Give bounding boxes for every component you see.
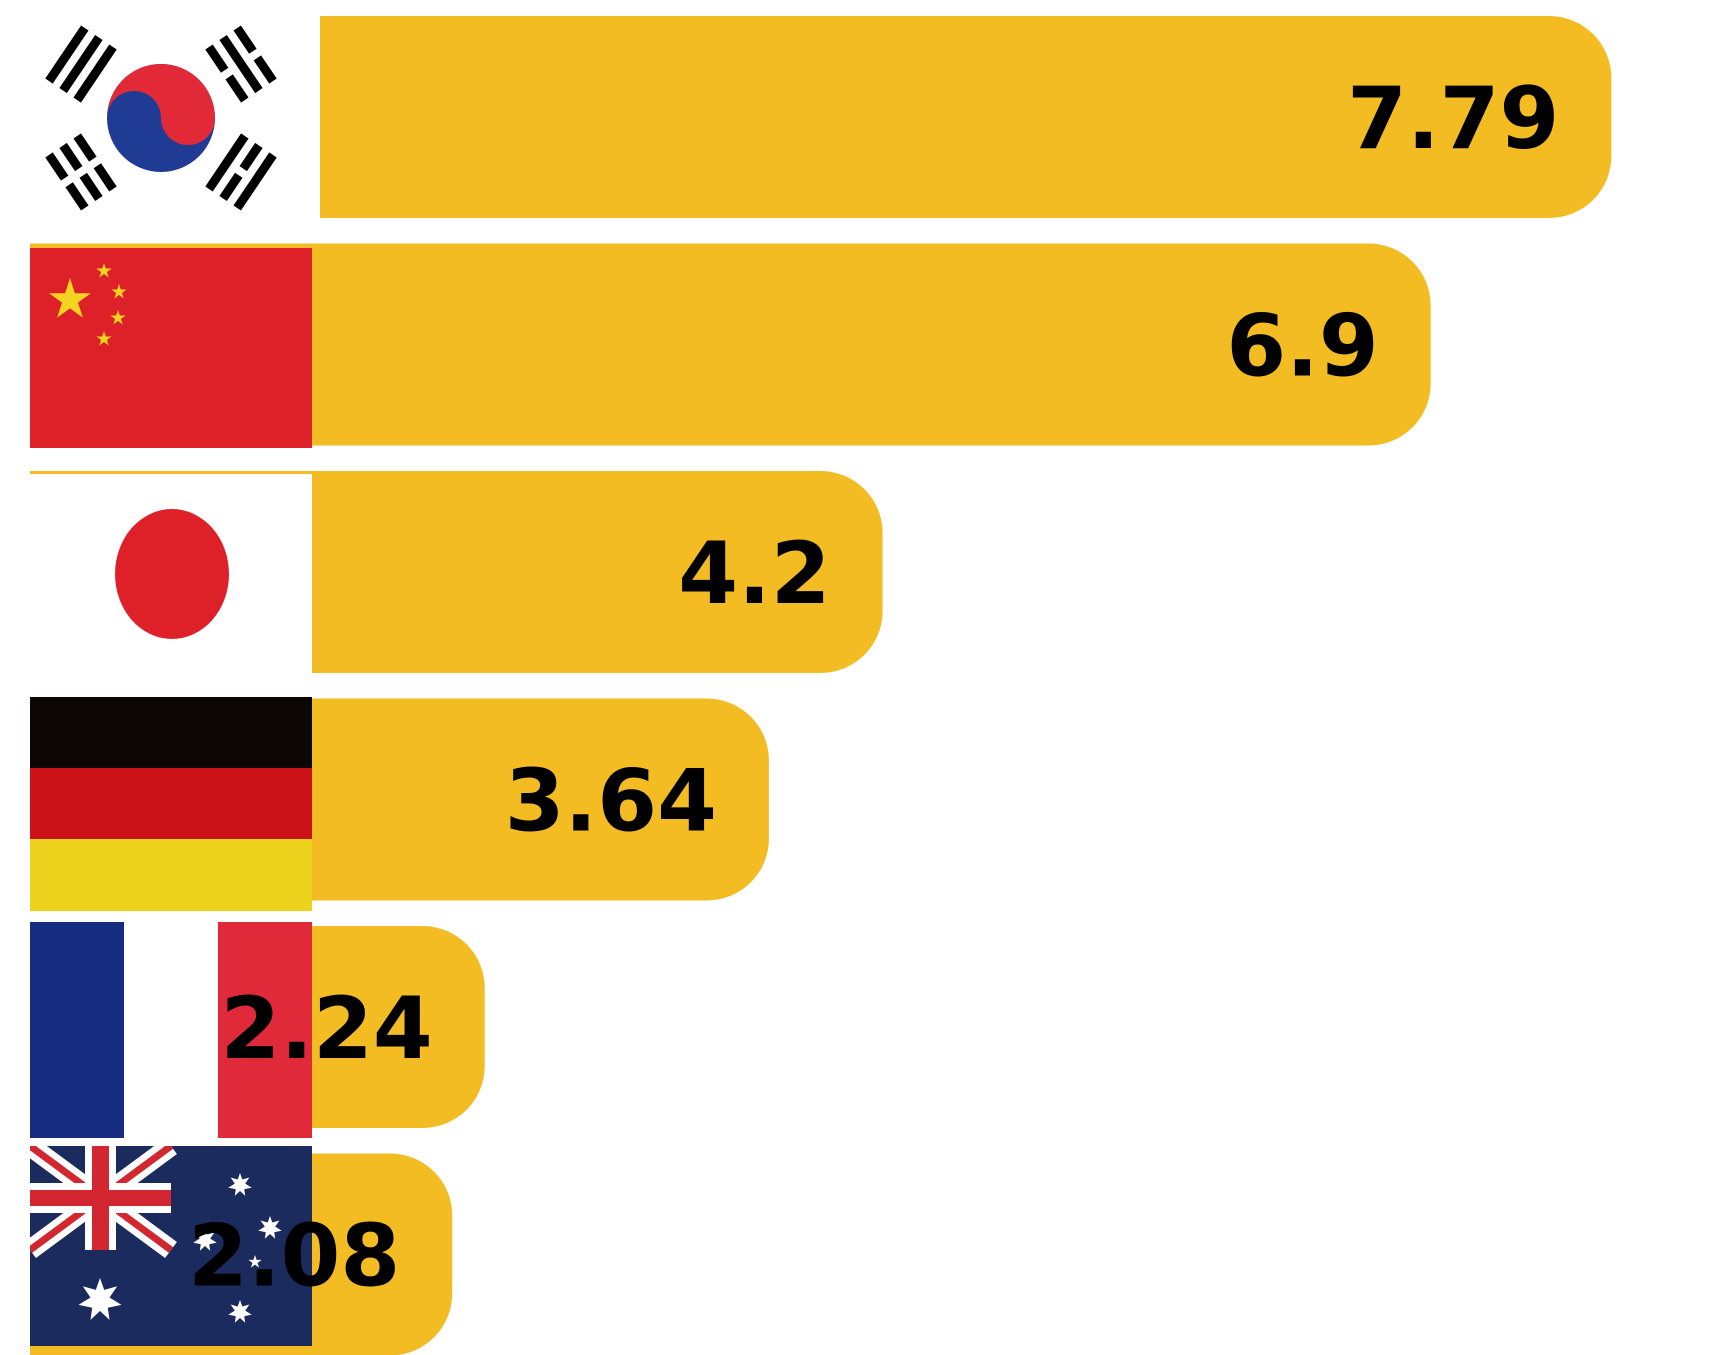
data-label-australia: 2.08	[188, 1207, 400, 1307]
germany-flag-icon	[30, 697, 312, 911]
data-label-china: 6.9	[1226, 297, 1378, 397]
data-label-japan: 4.2	[678, 524, 830, 624]
data-label-germany: 3.64	[505, 752, 717, 852]
bar-china	[30, 243, 1431, 446]
data-label-france: 2.24	[221, 979, 433, 1079]
china-flag-icon	[30, 248, 312, 448]
south-korea-flag-icon	[30, 16, 320, 218]
australia-flag-icon	[30, 1146, 312, 1346]
france-flag-icon	[30, 922, 312, 1138]
japan-flag-icon	[30, 474, 312, 674]
data-label-south-korea: 7.79	[1347, 69, 1559, 169]
bar-south-korea	[30, 16, 1612, 218]
labels-group: 7.79 6.9 4.2 3.64 2.24 2.08	[188, 69, 1559, 1307]
